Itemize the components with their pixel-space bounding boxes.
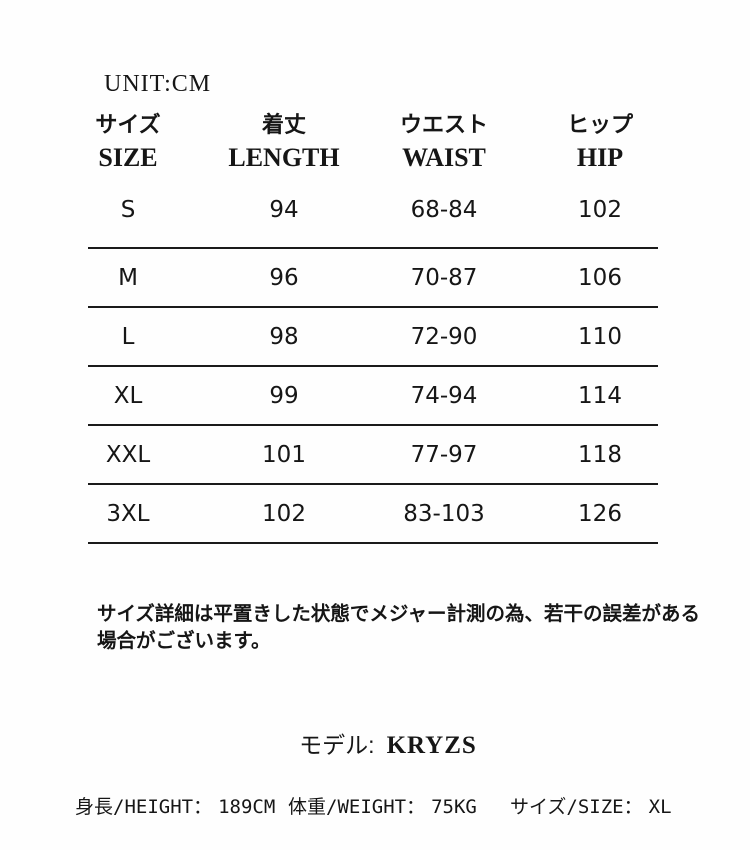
hip-cell: 126 [578, 500, 622, 527]
model-line: モデル: KRYZS [0, 726, 750, 760]
unit-label: UNIT:CM [104, 71, 212, 97]
size-cell: M [118, 264, 138, 291]
column-header-size-en: SIZE [98, 143, 158, 172]
length-cell: 99 [269, 382, 299, 409]
column-header-length-en: LENGTH [228, 143, 340, 172]
hip-cell: 114 [578, 382, 622, 409]
waist-cell: 72-90 [410, 323, 478, 350]
waist-cell: 74-94 [410, 382, 478, 409]
model-height-label: 身長/HEIGHT： [75, 796, 213, 818]
waist-cell: 70-87 [410, 264, 478, 291]
model-height-value: 189CM [218, 796, 276, 818]
hip-cell: 102 [578, 197, 622, 223]
waist-cell: 83-103 [403, 500, 485, 527]
size-table: サイズ SIZE 着丈 LENGTH ウエスト WAIST ヒップ HIP S … [88, 112, 658, 544]
column-header-length: 着丈 LENGTH [168, 112, 400, 173]
measurement-note: サイズ詳細は平置きした状態でメジャー計測の為、若干の誤差がある 場合がございます… [97, 601, 700, 655]
column-header-size: サイズ SIZE [88, 112, 168, 173]
hip-cell: 106 [578, 264, 622, 291]
table-header-row: サイズ SIZE 着丈 LENGTH ウエスト WAIST ヒップ HIP [88, 112, 658, 173]
column-header-hip: ヒップ HIP [488, 112, 658, 173]
model-size-label: サイズ/SIZE： [510, 796, 643, 818]
table-row: M 96 70-87 106 [88, 249, 658, 308]
measurement-note-line2: 場合がございます。 [97, 630, 271, 652]
length-cell: 96 [269, 264, 299, 291]
length-cell: 102 [262, 500, 306, 527]
model-label: モデル: [299, 732, 375, 758]
table-row: S 94 68-84 102 [88, 173, 658, 249]
column-header-size-jp: サイズ [95, 112, 161, 137]
hip-cell: 118 [578, 441, 622, 468]
size-cell: 3XL [106, 500, 150, 527]
length-cell: 101 [262, 441, 306, 468]
model-size: サイズ/SIZE： XL [510, 792, 672, 819]
size-cell: S [120, 197, 136, 223]
model-weight: 体重/WEIGHT： 75KG [288, 792, 477, 819]
model-stats: 身長/HEIGHT： 189CM 体重/WEIGHT： 75KG サイズ/SIZE：… [0, 792, 750, 822]
model-weight-label: 体重/WEIGHT： [288, 796, 426, 818]
column-header-length-jp: 着丈 [261, 112, 306, 137]
length-cell: 98 [269, 323, 299, 350]
waist-cell: 77-97 [410, 441, 478, 468]
column-header-waist: ウエスト WAIST [400, 112, 488, 173]
model-height: 身長/HEIGHT： 189CM [75, 792, 275, 819]
table-row: L 98 72-90 110 [88, 308, 658, 367]
hip-cell: 110 [578, 323, 622, 350]
waist-cell: 68-84 [410, 197, 478, 223]
size-cell: XXL [105, 441, 151, 468]
column-header-waist-en: WAIST [402, 143, 486, 172]
table-row: XXL 101 77-97 118 [88, 426, 658, 485]
model-name: KRYZS [386, 732, 477, 759]
model-weight-value: 75KG [431, 796, 477, 818]
column-header-hip-en: HIP [576, 143, 624, 172]
table-row: 3XL 102 83-103 126 [88, 485, 658, 544]
length-cell: 94 [269, 197, 299, 223]
column-header-hip-jp: ヒップ [566, 112, 633, 137]
measurement-note-line1: サイズ詳細は平置きした状態でメジャー計測の為、若干の誤差がある [97, 603, 700, 625]
size-cell: L [121, 323, 135, 350]
model-size-value: XL [648, 796, 672, 818]
size-cell: XL [113, 382, 143, 409]
table-row: XL 99 74-94 114 [88, 367, 658, 426]
column-header-waist-jp: ウエスト [400, 112, 489, 137]
